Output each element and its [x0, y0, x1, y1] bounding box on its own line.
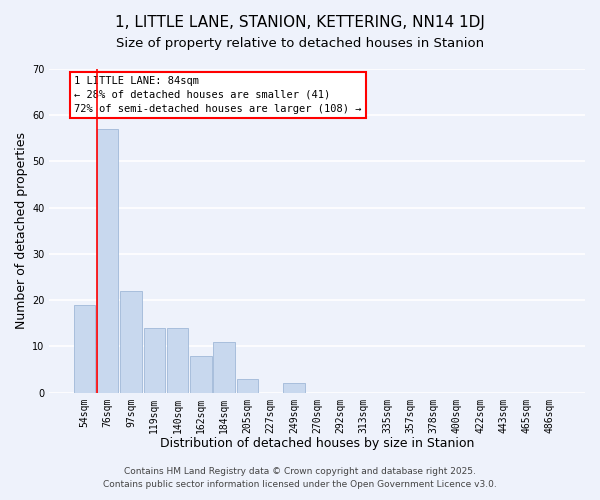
Text: Contains HM Land Registry data © Crown copyright and database right 2025.
Contai: Contains HM Land Registry data © Crown c…: [103, 468, 497, 489]
Text: Size of property relative to detached houses in Stanion: Size of property relative to detached ho…: [116, 38, 484, 51]
Bar: [120, 291, 142, 392]
X-axis label: Distribution of detached houses by size in Stanion: Distribution of detached houses by size …: [160, 437, 475, 450]
Bar: [214, 342, 235, 392]
Text: 1 LITTLE LANE: 84sqm
← 28% of detached houses are smaller (41)
72% of semi-detac: 1 LITTLE LANE: 84sqm ← 28% of detached h…: [74, 76, 361, 114]
Text: 1, LITTLE LANE, STANION, KETTERING, NN14 1DJ: 1, LITTLE LANE, STANION, KETTERING, NN14…: [115, 15, 485, 30]
Bar: [97, 129, 118, 392]
Y-axis label: Number of detached properties: Number of detached properties: [15, 132, 28, 330]
Bar: [74, 305, 95, 392]
Bar: [167, 328, 188, 392]
Bar: [190, 356, 212, 393]
Bar: [236, 379, 258, 392]
Bar: [283, 384, 305, 392]
Bar: [143, 328, 165, 392]
